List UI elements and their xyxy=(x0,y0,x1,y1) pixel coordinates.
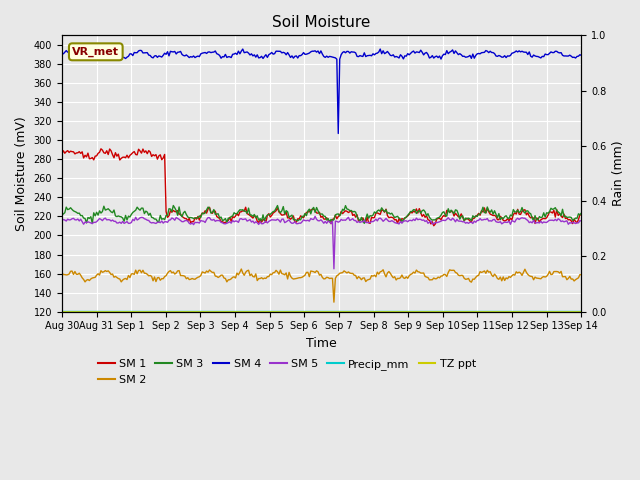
Legend: SM 1, SM 2, SM 3, SM 4, SM 5, Precip_mm, TZ ppt: SM 1, SM 2, SM 3, SM 4, SM 5, Precip_mm,… xyxy=(93,355,480,389)
Y-axis label: Soil Moisture (mV): Soil Moisture (mV) xyxy=(15,116,28,231)
Title: Soil Moisture: Soil Moisture xyxy=(273,15,371,30)
Text: VR_met: VR_met xyxy=(72,47,119,57)
X-axis label: Time: Time xyxy=(307,337,337,350)
Y-axis label: Rain (mm): Rain (mm) xyxy=(612,141,625,206)
